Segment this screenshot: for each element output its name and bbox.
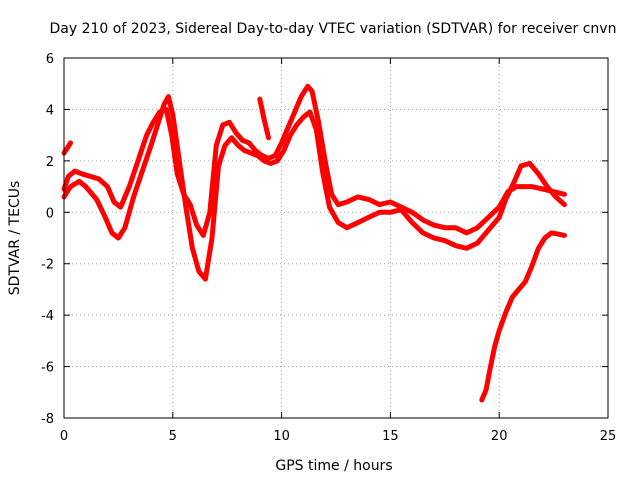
x-tick-label: 10 [273, 429, 290, 444]
y-tick-label: 0 [46, 206, 54, 221]
x-axis-label: GPS time / hours [275, 458, 392, 474]
x-tick-label: 5 [169, 429, 177, 444]
y-tick-label: -8 [41, 412, 54, 427]
y-tick-label: -4 [41, 309, 54, 324]
plot-frame [63, 57, 609, 419]
grid-lines [64, 58, 608, 418]
chart-title: Day 210 of 2023, Sidereal Day-to-day VTE… [50, 21, 617, 37]
y-tick-label: -2 [41, 258, 54, 273]
x-tick-label: 15 [382, 429, 399, 444]
series-track-c [479, 230, 567, 403]
series-track-a [61, 83, 567, 238]
y-tick-label: 2 [46, 155, 54, 170]
plot-area [61, 83, 567, 403]
axis-ticks: 0 5 10 15 20 25 -8 -6 -4 -2 0 2 4 6 [41, 52, 616, 444]
y-axis-label: SDTVAR / TECUs [7, 181, 23, 296]
series-track-d [61, 140, 73, 156]
series-track-e [257, 96, 271, 141]
x-tick-label: 20 [491, 429, 508, 444]
y-tick-label: 4 [46, 103, 54, 118]
series-track-b [61, 94, 567, 282]
y-tick-label: 6 [46, 52, 54, 67]
x-tick-label: 0 [60, 429, 68, 444]
x-tick-label: 25 [600, 429, 617, 444]
y-tick-label: -6 [41, 361, 54, 376]
